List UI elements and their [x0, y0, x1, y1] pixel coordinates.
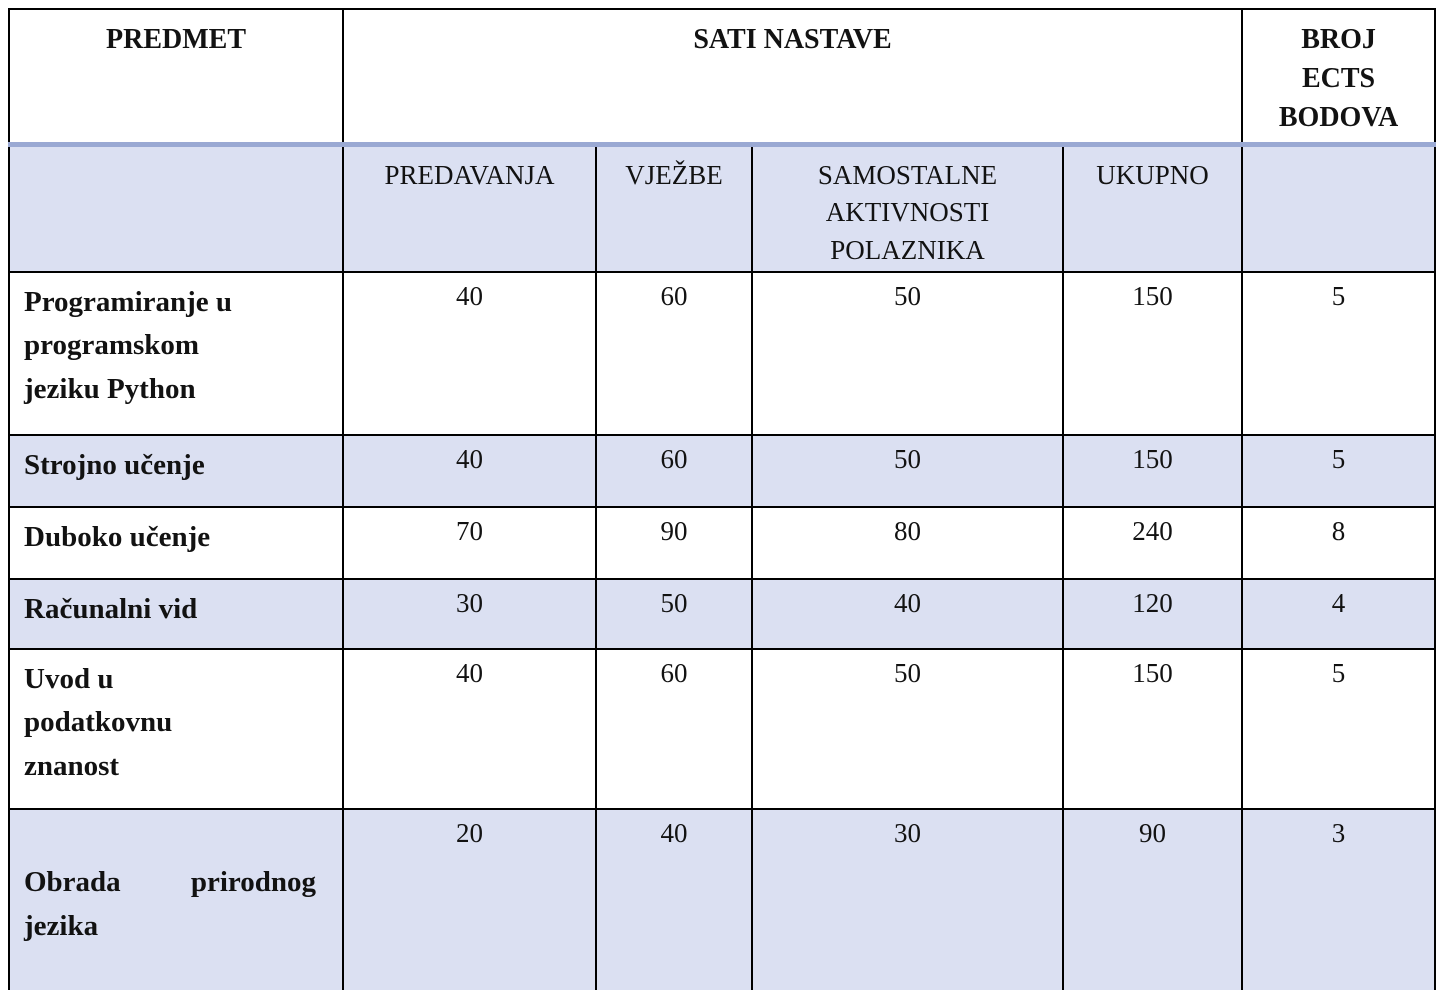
vjezbe-value: 60 — [595, 647, 753, 810]
subheader-empty-left — [8, 141, 344, 273]
ukupno-value: 150 — [1061, 647, 1244, 810]
samostalne-value: 50 — [751, 433, 1064, 508]
subheader-vjezbe: VJEŽBE — [595, 141, 753, 273]
vjezbe-value: 50 — [595, 577, 753, 650]
subheader-predavanja: PREDAVANJA — [342, 141, 597, 273]
ukupno-value: 150 — [1061, 433, 1244, 508]
predavanja-value: 40 — [342, 433, 597, 508]
ukupno-value: 150 — [1061, 270, 1244, 436]
header-row-main: PREDMET SATI NASTAVE BROJ ECTS BODOVA — [8, 8, 1437, 145]
samostalne-value: 50 — [751, 270, 1064, 436]
subheader-samostalne: SAMOSTALNE AKTIVNOSTI POLAZNIKA — [751, 141, 1064, 273]
subject-name: Duboko učenje — [8, 505, 344, 580]
subject-name: Uvod u podatkovnu znanost — [8, 647, 344, 810]
subject-name-text: Obrada prirodnog jezika — [24, 866, 316, 942]
ukupno-value: 90 — [1061, 807, 1244, 990]
table-row-racunalni-vid: Računalni vid 30 50 40 120 4 — [8, 577, 1437, 650]
subject-name: Obrada prirodnog jezika — [8, 807, 344, 990]
table-row-python: Programiranje u programskom jeziku Pytho… — [8, 270, 1437, 436]
table-row-strojno-ucenje: Strojno učenje 40 60 50 150 5 — [8, 433, 1437, 508]
ects-value: 5 — [1241, 647, 1437, 810]
subject-name: Strojno učenje — [8, 433, 344, 508]
vjezbe-value: 40 — [595, 807, 753, 990]
subject-name: Računalni vid — [8, 577, 344, 650]
predavanja-value: 20 — [342, 807, 597, 990]
ects-value: 5 — [1241, 433, 1437, 508]
samostalne-value: 40 — [751, 577, 1064, 650]
header-predmet: PREDMET — [8, 8, 344, 145]
course-hours-table: PREDMET SATI NASTAVE BROJ ECTS BODOVA PR… — [8, 8, 1437, 990]
samostalne-value: 30 — [751, 807, 1064, 990]
vjezbe-value: 60 — [595, 433, 753, 508]
subheader-ukupno: UKUPNO — [1061, 141, 1244, 273]
vjezbe-value: 60 — [595, 270, 753, 436]
subject-name: Programiranje u programskom jeziku Pytho… — [8, 270, 344, 436]
predavanja-value: 40 — [342, 270, 597, 436]
table-row-duboko-ucenje: Duboko učenje 70 90 80 240 8 — [8, 505, 1437, 580]
header-sati-nastave: SATI NASTAVE — [341, 8, 1244, 145]
ukupno-value: 120 — [1061, 577, 1244, 650]
header-broj-ects: BROJ ECTS BODOVA — [1241, 8, 1437, 145]
predavanja-value: 30 — [342, 577, 597, 650]
table-row-uvod-podatkovna: Uvod u podatkovnu znanost 40 60 50 150 5 — [8, 647, 1437, 810]
vjezbe-value: 90 — [595, 505, 753, 580]
ukupno-value: 240 — [1061, 505, 1244, 580]
ects-value: 3 — [1241, 807, 1437, 990]
predavanja-value: 70 — [342, 505, 597, 580]
predavanja-value: 40 — [342, 647, 597, 810]
table-row-obrada-jezika: Obrada prirodnog jezika 20 40 30 90 3 — [8, 807, 1437, 990]
samostalne-value: 50 — [751, 647, 1064, 810]
ects-value: 8 — [1241, 505, 1437, 580]
header-row-sub: PREDAVANJA VJEŽBE SAMOSTALNE AKTIVNOSTI … — [8, 141, 1437, 273]
samostalne-value: 80 — [751, 505, 1064, 580]
subheader-empty-right — [1241, 141, 1437, 273]
ects-value: 5 — [1241, 270, 1437, 436]
ects-value: 4 — [1241, 577, 1437, 650]
